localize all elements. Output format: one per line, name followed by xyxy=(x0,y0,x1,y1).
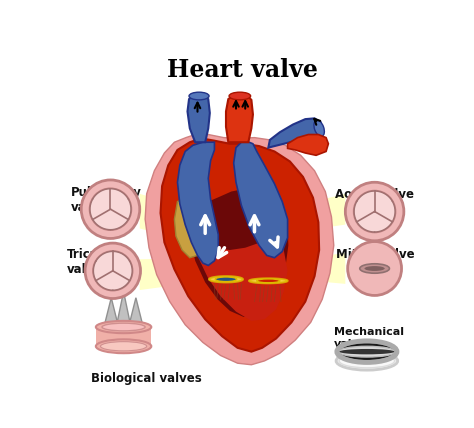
Ellipse shape xyxy=(360,264,390,273)
Ellipse shape xyxy=(102,323,145,331)
Polygon shape xyxy=(282,253,346,284)
Ellipse shape xyxy=(337,342,396,362)
Circle shape xyxy=(346,182,404,241)
Text: Mechanical
valves: Mechanical valves xyxy=(334,327,404,349)
Text: Aortic valve: Aortic valve xyxy=(335,188,413,202)
Ellipse shape xyxy=(339,354,395,368)
Ellipse shape xyxy=(338,346,395,357)
Polygon shape xyxy=(226,94,253,142)
Polygon shape xyxy=(177,142,219,265)
Circle shape xyxy=(81,180,140,238)
Circle shape xyxy=(85,243,140,299)
Ellipse shape xyxy=(100,342,146,351)
Polygon shape xyxy=(188,94,210,142)
Ellipse shape xyxy=(96,321,151,333)
Polygon shape xyxy=(103,298,119,329)
Polygon shape xyxy=(195,242,288,321)
Polygon shape xyxy=(209,276,243,282)
Polygon shape xyxy=(161,138,319,352)
Circle shape xyxy=(347,241,401,295)
Polygon shape xyxy=(268,119,322,148)
Ellipse shape xyxy=(314,120,324,137)
Ellipse shape xyxy=(339,349,395,354)
Circle shape xyxy=(354,190,396,232)
Text: Pulmonary
valve: Pulmonary valve xyxy=(71,186,142,214)
Polygon shape xyxy=(234,142,288,258)
Polygon shape xyxy=(249,278,288,283)
Text: Heart valve: Heart valve xyxy=(167,57,319,81)
Polygon shape xyxy=(145,134,334,365)
Text: Biological valves: Biological valves xyxy=(91,372,202,385)
Polygon shape xyxy=(267,194,346,236)
Polygon shape xyxy=(116,291,131,329)
Polygon shape xyxy=(96,327,151,346)
Ellipse shape xyxy=(257,279,280,283)
Circle shape xyxy=(93,251,133,291)
Polygon shape xyxy=(174,199,203,258)
Polygon shape xyxy=(128,298,144,329)
Ellipse shape xyxy=(189,92,209,100)
Polygon shape xyxy=(188,188,288,317)
Text: Tricuspid
valve: Tricuspid valve xyxy=(66,249,127,276)
Polygon shape xyxy=(140,258,226,290)
Polygon shape xyxy=(288,134,328,155)
Ellipse shape xyxy=(215,277,237,282)
Polygon shape xyxy=(140,194,219,248)
Circle shape xyxy=(90,188,132,230)
Ellipse shape xyxy=(365,266,385,271)
Ellipse shape xyxy=(229,92,251,100)
Ellipse shape xyxy=(336,352,398,370)
Ellipse shape xyxy=(96,339,151,353)
Text: Mitral valve: Mitral valve xyxy=(336,248,415,261)
